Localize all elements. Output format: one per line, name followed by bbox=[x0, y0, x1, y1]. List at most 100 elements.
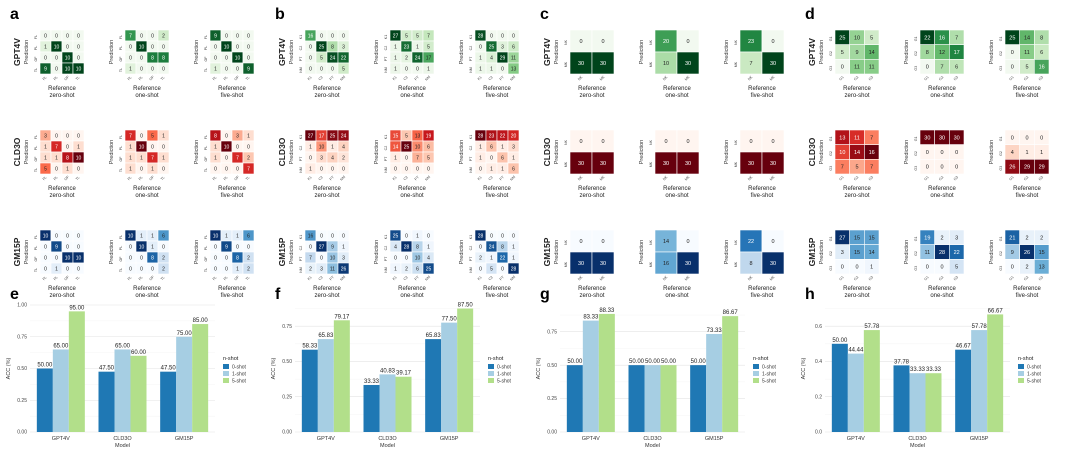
bar-value-label: 50.00 bbox=[645, 359, 661, 365]
y-tick-label: 1.00 bbox=[17, 303, 27, 309]
y-tick-label: MK bbox=[649, 161, 653, 167]
cell-value: 3 bbox=[342, 255, 345, 261]
shot-label: five-shot bbox=[1016, 93, 1039, 99]
x-tick-label: GM15P bbox=[175, 436, 194, 442]
x-tick-label: NK bbox=[747, 75, 754, 82]
y-axis-label: ACC (%) bbox=[271, 357, 277, 379]
y-tick-label: FL bbox=[119, 235, 123, 239]
y-tick-label: C2 bbox=[299, 46, 303, 51]
cell-value: 0 bbox=[771, 139, 774, 145]
y-tick-label: FL bbox=[204, 235, 208, 239]
panel-letter: f bbox=[275, 286, 281, 303]
y-tick-label: MK bbox=[564, 161, 568, 167]
x-tick-label: TL bbox=[75, 175, 81, 181]
x-tick-label: GPT4V bbox=[582, 436, 600, 442]
x-tick-label: C2 bbox=[488, 175, 494, 181]
cell-value: 8 bbox=[926, 50, 929, 56]
legend-title: n-shot bbox=[1018, 356, 1034, 362]
cell-value: 0 bbox=[236, 44, 239, 50]
bar-GM15P-1-shot bbox=[706, 333, 723, 432]
cell-value: 0 bbox=[320, 233, 323, 239]
y-tick-label: G3 bbox=[829, 266, 833, 271]
y-tick-label: NK bbox=[564, 139, 568, 145]
cell-value: 9 bbox=[214, 33, 217, 39]
cell-value: 0 bbox=[771, 239, 774, 245]
cell-value: 16 bbox=[308, 33, 314, 39]
bar-value-label: 88.33 bbox=[599, 308, 615, 314]
cell-value: 1 bbox=[501, 166, 504, 172]
cell-value: 8 bbox=[236, 255, 239, 261]
cell-value: 14 bbox=[393, 144, 399, 150]
shot-label: five-shot bbox=[221, 293, 244, 299]
x-tick-label: G1 bbox=[839, 275, 845, 281]
prediction-axis-label: Prediction bbox=[639, 40, 645, 64]
bar-CLD3O-1-shot bbox=[114, 349, 131, 432]
cell-value: 8 bbox=[162, 55, 165, 61]
x-tick-label: G3 bbox=[1038, 175, 1044, 181]
cell-value: 2 bbox=[162, 255, 165, 261]
cell-value: 1 bbox=[479, 155, 482, 161]
cell-value: 17 bbox=[954, 50, 960, 56]
legend-label: 5-shot bbox=[1027, 379, 1042, 385]
bar-value-label: 77.50 bbox=[442, 317, 458, 323]
reference-axis-label: Reference bbox=[1013, 186, 1041, 192]
prediction-axis-label: Prediction bbox=[109, 140, 115, 164]
cell-value: 0 bbox=[247, 55, 250, 61]
bar-value-label: 57.78 bbox=[864, 324, 880, 330]
y-tick-label: FL bbox=[119, 35, 123, 39]
bar-GM15P-0-shot bbox=[425, 339, 442, 432]
y-tick-label: G1 bbox=[914, 136, 918, 141]
legend-label: 5-shot bbox=[762, 379, 777, 385]
cell-value: 0 bbox=[55, 233, 58, 239]
cell-value: 1 bbox=[501, 144, 504, 150]
cell-value: 0 bbox=[236, 244, 239, 250]
x-tick-label: C2 bbox=[403, 75, 409, 81]
x-tick-label: G3 bbox=[868, 175, 874, 181]
cell-value: 1 bbox=[151, 233, 154, 239]
cell-value: 0 bbox=[247, 144, 250, 150]
y-tick-label: FL bbox=[34, 35, 38, 39]
cell-value: 3 bbox=[320, 155, 323, 161]
cell-value: 28 bbox=[478, 133, 484, 139]
cell-value: 7 bbox=[427, 33, 430, 39]
cell-value: 0 bbox=[394, 166, 397, 172]
y-tick-label: NM bbox=[384, 267, 388, 273]
x-tick-label: PT bbox=[499, 275, 506, 282]
bar-CLD3O-1-shot bbox=[644, 365, 661, 432]
cell-value: 0 bbox=[501, 33, 504, 39]
panel-letter: b bbox=[275, 6, 285, 23]
cell-value: 0 bbox=[129, 266, 132, 272]
x-tick-label: NM bbox=[424, 175, 431, 182]
cell-value: 1 bbox=[247, 133, 250, 139]
panel-letter: g bbox=[540, 286, 550, 303]
cell-value: 0 bbox=[501, 66, 504, 72]
shot-label: one-shot bbox=[135, 293, 159, 299]
legend-swatch bbox=[488, 371, 494, 376]
cell-value: 5 bbox=[427, 44, 430, 50]
model-row-label: GPT4V bbox=[277, 38, 287, 66]
cell-value: 28 bbox=[478, 33, 484, 39]
confusion-matrix: Prediction 10 1 1 6 FL FL 0 9 0 0 PL PL 0 0 8 2 OF OF 0 0 1 2 T… bbox=[194, 229, 255, 299]
y-tick-label: TL bbox=[34, 168, 38, 172]
y-tick-label: G3 bbox=[999, 266, 1003, 271]
cell-value: 0 bbox=[129, 44, 132, 50]
heatmap-cell bbox=[761, 251, 785, 275]
heatmap-cell bbox=[72, 262, 85, 275]
cell-value: 0 bbox=[940, 150, 943, 156]
cell-value: 10 bbox=[65, 55, 71, 61]
x-tick-label: MK bbox=[599, 275, 606, 282]
cell-value: 5 bbox=[405, 33, 408, 39]
bar-value-label: 44.44 bbox=[848, 348, 864, 354]
cell-value: 0 bbox=[686, 139, 689, 145]
reference-axis-label: Reference bbox=[748, 286, 776, 292]
x-tick-label: PL bbox=[138, 175, 144, 181]
cell-value: 8 bbox=[501, 244, 504, 250]
y-tick-label: 0.0 bbox=[815, 430, 822, 436]
shot-label: zero-shot bbox=[49, 93, 74, 99]
heatmap-cell bbox=[1034, 159, 1050, 175]
cell-value: 30 bbox=[600, 61, 606, 67]
heatmap-cell bbox=[507, 62, 520, 75]
